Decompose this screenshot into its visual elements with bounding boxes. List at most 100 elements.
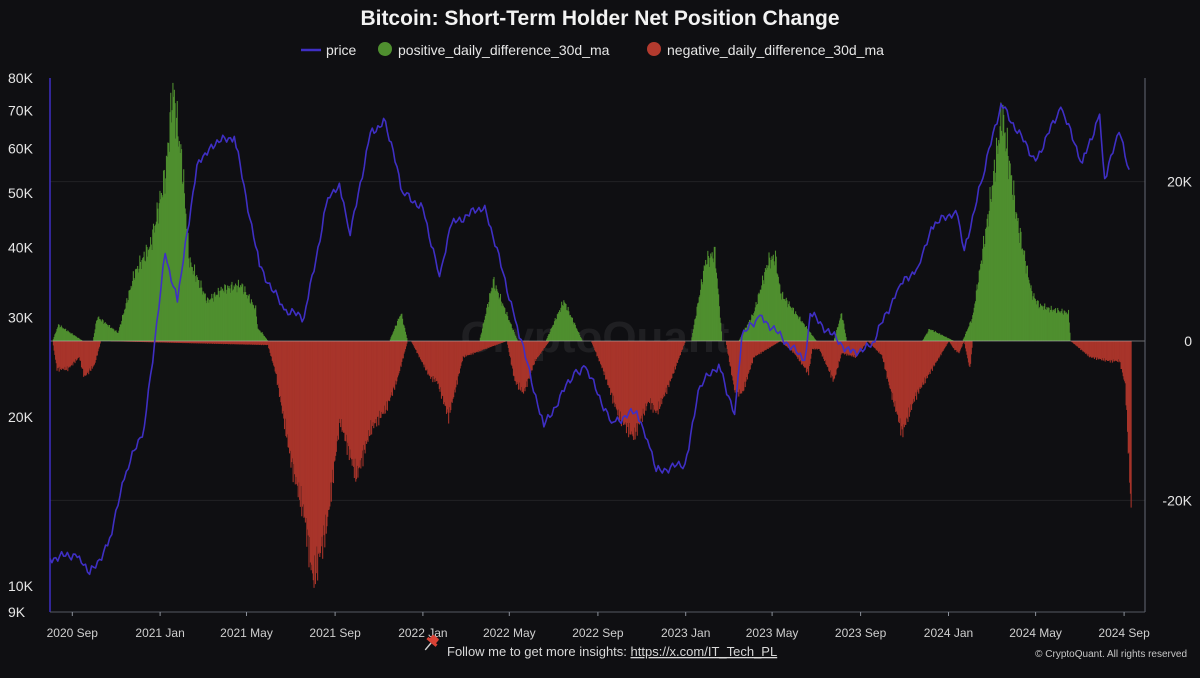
positive-bar <box>53 336 55 342</box>
positive-bar <box>402 318 404 342</box>
negative-bar <box>283 341 285 419</box>
negative-bar <box>878 341 880 352</box>
negative-bar <box>596 341 598 357</box>
legend-item-price[interactable]: price <box>301 42 357 58</box>
positive-bar <box>1002 104 1004 342</box>
positive-bar <box>934 332 936 342</box>
negative-bar <box>503 341 505 343</box>
negative-bar <box>772 341 774 346</box>
negative-bar <box>534 341 536 359</box>
positive-bar <box>212 301 214 342</box>
negative-bar <box>304 341 306 523</box>
negative-bar <box>1096 341 1098 361</box>
positive-bar <box>498 299 500 342</box>
negative-bar <box>758 341 760 355</box>
negative-bar <box>1080 341 1082 350</box>
negative-bar <box>256 341 258 345</box>
positive-bar <box>739 338 741 342</box>
positive-bar <box>77 337 79 342</box>
negative-bar <box>93 341 95 366</box>
positive-bar <box>975 290 977 342</box>
negative-bar <box>237 341 239 345</box>
positive-bar <box>940 335 942 342</box>
negative-bar <box>931 341 933 371</box>
positive-bar <box>481 332 483 342</box>
negative-bar <box>880 341 882 355</box>
negative-bar <box>893 341 895 407</box>
negative-bar <box>1086 341 1088 355</box>
negative-bar <box>753 341 755 358</box>
negative-bar <box>889 341 891 389</box>
positive-bar <box>181 149 183 342</box>
negative-bar <box>684 341 686 343</box>
negative-bar <box>232 341 234 345</box>
negative-bar <box>150 341 152 343</box>
negative-bar <box>679 341 681 356</box>
negative-bar <box>389 341 391 398</box>
negative-bar <box>785 341 787 347</box>
negative-bar <box>830 341 832 378</box>
negative-bar <box>458 341 460 374</box>
negative-bar <box>520 341 522 391</box>
credit-link[interactable]: https://x.com/IT_Tech_PL <box>631 644 778 659</box>
negative-bar <box>743 341 745 391</box>
negative-bar <box>162 341 164 343</box>
negative-bar <box>801 341 803 364</box>
positive-bar <box>1057 307 1059 342</box>
positive-bar <box>995 172 997 342</box>
positive-bar <box>93 337 95 342</box>
negative-bar <box>281 341 283 406</box>
legend-item-negative[interactable]: negative_daily_difference_30d_ma <box>647 42 884 58</box>
positive-bar <box>156 202 158 342</box>
negative-bar <box>92 341 94 367</box>
negative-bar <box>797 341 799 359</box>
positive-bar <box>988 210 990 342</box>
positive-bar <box>1027 277 1029 342</box>
negative-bar <box>790 341 792 351</box>
negative-bar <box>300 341 302 487</box>
positive-bar <box>810 332 812 342</box>
negative-bar <box>359 341 361 461</box>
negative-bar <box>488 341 490 349</box>
negative-bar <box>1090 341 1092 357</box>
negative-bar <box>372 341 374 423</box>
positive-bar <box>397 320 399 342</box>
negative-bar <box>310 341 312 571</box>
negative-bar <box>1126 341 1128 410</box>
negative-bar <box>789 341 791 349</box>
positive-bar <box>744 330 746 342</box>
positive-bar <box>705 259 707 342</box>
legend-item-positive[interactable]: positive_daily_difference_30d_ma <box>378 42 610 58</box>
negative-bar <box>921 341 923 388</box>
negative-bar <box>1125 341 1127 406</box>
negative-bar <box>68 341 70 368</box>
positive-bar <box>73 335 75 342</box>
negative-bar <box>357 341 359 478</box>
negative-bar <box>422 341 424 365</box>
negative-bar <box>646 341 648 404</box>
negative-bar <box>328 341 330 510</box>
positive-bar <box>131 287 133 342</box>
positive-bar <box>998 143 1000 342</box>
negative-bar <box>543 341 545 348</box>
negative-bar <box>94 341 96 363</box>
negative-bar <box>898 341 900 422</box>
price-line <box>49 103 1130 576</box>
negative-bar <box>943 341 945 350</box>
negative-bar <box>1106 341 1108 360</box>
negative-bar <box>669 341 671 381</box>
positive-bar <box>257 328 259 342</box>
positive-bar <box>1025 273 1027 342</box>
negative-bar <box>538 341 540 356</box>
negative-bar <box>669 341 671 382</box>
negative-bar <box>438 341 440 389</box>
negative-bar <box>78 341 80 358</box>
negative-bar <box>594 341 596 351</box>
negative-bar <box>412 341 414 346</box>
positive-bar <box>99 319 101 342</box>
negative-bar <box>907 341 909 422</box>
positive-bar <box>700 289 702 342</box>
positive-bar <box>771 256 773 342</box>
negative-bar <box>353 341 355 467</box>
positive-bar <box>703 265 705 342</box>
